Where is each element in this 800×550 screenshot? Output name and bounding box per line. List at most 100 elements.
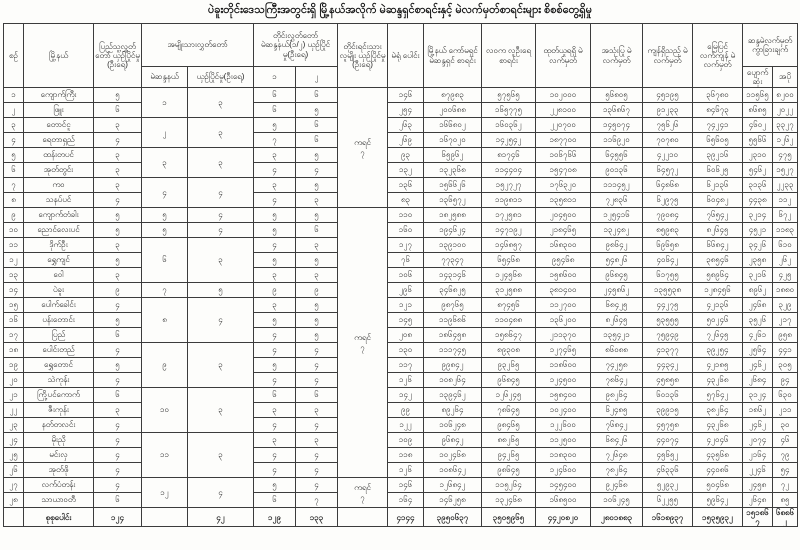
- cell-pyithu-compete: ၉: [93, 282, 142, 298]
- cell-ballots-on-ground: ၇၂၆၄၅: [692, 327, 743, 343]
- cell-commission-list: ၁၈၆၄၅၈: [423, 327, 482, 343]
- cell-ballots-received: ၁၂၄၅၀၀: [535, 372, 591, 388]
- cell-township: ရွှေတောင်: [23, 357, 94, 373]
- cell-diff-missing: ၄၄၃၈: [742, 192, 773, 208]
- cell-ballots-used: ၁၀၆၂၄၅: [590, 492, 643, 508]
- cell-immigration-list: ၁၅၈၆၄၇: [481, 327, 536, 343]
- cell-immigration-list: ၁၆၀၃၆၂: [481, 117, 536, 133]
- cell-ballots-on-ground: ၄၂၁၃၆: [692, 297, 743, 313]
- cell-immigration-list: ၉၃၂၆၅: [481, 357, 536, 373]
- cell-ballots-received: ၁၀၂၀၀၀: [535, 87, 591, 103]
- cell-diff-missing: ၂၄၆၂: [742, 357, 773, 373]
- cell-diff-missing: ၂၅၆၄: [742, 342, 773, 358]
- cell-region-2: ၅: [295, 102, 338, 118]
- cell-township: ထန်းတပင်: [23, 147, 94, 163]
- cell-amyotha-constituency: ၂: [141, 117, 188, 148]
- cell-polling-stations: ၁၀၉: [387, 432, 424, 448]
- cell-immigration-list: ၁၁၄၄၀၄: [481, 162, 536, 178]
- cell-ballots-remaining: ၄၅၁၉၅: [642, 87, 693, 103]
- cell-polling-stations: ၁၁၀: [387, 207, 424, 223]
- cell-region-1: ၃: [253, 147, 296, 163]
- cell-ballots-on-ground: ၃၈၅၄၆: [692, 252, 743, 268]
- cell-serial: ၂၃: [3, 417, 24, 433]
- cell-ballots-remaining: ၆၀၁၃၆: [642, 387, 693, 403]
- cell-commission-list: ၁၄၆၂၅၈: [423, 492, 482, 508]
- total-region-1: ၁၂၉: [253, 506, 296, 528]
- cell-immigration-list: ၁၄၆၈၅၇: [481, 237, 536, 253]
- cell-serial: ၂၂: [3, 402, 24, 418]
- cell-region-2: ၅: [295, 147, 338, 163]
- cell-ballots-received: ၁၂၂၆၀၀: [535, 417, 591, 433]
- col-header-pyithu: ပြည်သူ့လွှတ်တော် ယှဉ်ပြိုင်မှု (ဦးရေ): [93, 23, 142, 88]
- cell-region-2: ၅: [295, 297, 338, 313]
- col-header-region-1: ၁: [253, 66, 296, 88]
- cell-amyotha-constituency: ၈: [141, 297, 188, 343]
- cell-diff-missing: ၂၄၆၈: [742, 297, 773, 313]
- cell-ballots-received: ၂၁၈၄၆၅: [535, 222, 591, 238]
- cell-region-1: ၄: [253, 447, 296, 463]
- cell-diff-extra: ၂၆၂: [771, 252, 799, 268]
- cell-township: ပေါင်းတည်: [23, 342, 94, 358]
- table-row: ၄ရေတာရှည်၄ ၇၆ ၂၆၉ ၁၆၇၀၂၀ ၁၄၂၅၄၂ ၁၈၇၇၀၀ ၁၁၆၉၂၀၇…: [3, 132, 799, 148]
- cell-pyithu-compete: ၃: [93, 402, 142, 418]
- cell-ballots-received: ၁၃၅၈၁၁: [535, 192, 591, 208]
- table-row: ၂၄ မိုးညို၄၁၁၃၃၃၁၀၉ ၉၆၈၄၂ ၈၈၂၆၅ ၁၁၂၅၀၀ ၆၈၄၂၆၄…: [3, 432, 799, 478]
- cell-commission-list: ၁၆၇၀၂၀: [423, 132, 482, 148]
- cell-township: ဝေါ: [23, 267, 94, 283]
- cell-region-2: ၉: [295, 282, 338, 298]
- cell-diff-extra: ၅၄: [771, 462, 799, 478]
- cell-serial: ၁၅: [3, 297, 24, 313]
- table-row: ၁၆ ပန်းတောင်း၅၅၅၁၄၅ ၁၁၉၆၈၆ ၁၁၀၄၈၈ ၁၃၆၂၀၀ ၈၂၆၄…: [3, 312, 799, 328]
- cell-commission-list: ၁၃၆၅၇၂: [423, 192, 482, 208]
- cell-serial: ၁၈: [3, 342, 24, 358]
- cell-pyithu-compete: ၄: [93, 372, 142, 388]
- total-ballots-received: ၄၄၂၀၈၂၀: [535, 506, 591, 528]
- cell-region-1: ၆: [253, 102, 296, 118]
- cell-region-2: ၄: [295, 477, 338, 493]
- cell-diff-extra: ၈၅: [771, 492, 799, 508]
- cell-ballots-remaining: ၆၁၇၅၅: [642, 267, 693, 283]
- cell-ballots-remaining: ၉၁၂၃၃: [642, 102, 693, 118]
- cell-ballots-remaining: ၆၂၂၅၅: [642, 492, 693, 508]
- cell-ethnic-compete: ကရင်၇: [337, 477, 388, 508]
- cell-ballots-received: ၁၂၄၆၀၀: [535, 462, 591, 478]
- table-row: ၂ဖြူး၆၆၅၂၅၄ ၂၀၀၆၈၈ ၁၆၅၇၇၅ ၂၂၈၁၀၀ ၁၃၆၈၆၇ ၉၁၂၃၃…: [3, 102, 799, 118]
- cell-immigration-list: ၈၉၃၀၈: [481, 342, 536, 358]
- cell-diff-missing: ၂၆၈၄: [742, 372, 773, 388]
- cell-ballots-used: ၂၄၅၈၆၂: [590, 282, 643, 298]
- cell-ballots-on-ground: ၅၀၂၄၆: [692, 312, 743, 328]
- table-body: ၁ကျောက်ကြီး၅၁၃၆၆ကရင်၇၁၄၆ ၈၇၉၈၃ ၅၇၅၆၅ ၁၀၂၀၀၀…: [3, 87, 799, 528]
- cell-polling-stations: ၁၆၀: [387, 222, 424, 238]
- cell-serial: ၁၇: [3, 327, 24, 343]
- table-row: ၁၂ ရွှေကျင်၅၅၅၇၆ ၇၇၃၄၇ ၆၅၄၆၈ ၉၅၄၆၈ ၅၄၈၂၆ ၄၀၆၄၂…: [3, 252, 799, 268]
- cell-immigration-list: ၁၅၂၇၂၇: [481, 177, 536, 193]
- cell-diff-extra: ၃၃၂၇: [771, 117, 799, 133]
- voter-ballot-table: စဉ် မြို့နယ် ပြည်သူ့လွှတ်တော် ယှဉ်ပြိုင်…: [3, 23, 799, 528]
- cell-region-2: ၃: [295, 267, 338, 283]
- cell-serial: ၁၆: [3, 312, 24, 328]
- cell-pyithu-compete: ၄: [93, 132, 142, 148]
- cell-ballots-received: ၂၁၁၃၇၀: [535, 327, 591, 343]
- cell-ballots-used: ၉၀၁၃၆: [590, 162, 643, 178]
- cell-amyotha-compete: ၃: [187, 147, 254, 178]
- cell-ballots-on-ground: ၁၂၈၄၅၆: [692, 282, 743, 298]
- table-row: ၁၇ ပြည်၆ ၄၅ ၂၀၈ ၁၈၆၄၅၈ ၁၅၈၆၄၇ ၂၁၁၃၇၀ ၁၃၅၄၂၁ ၇၅၉၄…: [3, 327, 799, 343]
- cell-diff-extra: ၃၀: [771, 417, 799, 433]
- cell-ballots-remaining: ၃၉၉၁၅: [642, 402, 693, 418]
- cell-amyotha-constituency: ၁၁: [141, 432, 188, 478]
- cell-immigration-list: ၉၈၄၆၅: [481, 417, 536, 433]
- cell-ballots-used: ၆၂၄၈၅: [590, 402, 643, 418]
- cell-immigration-list: ၈၈၂၆၅: [481, 432, 536, 448]
- cell-commission-list: ၁၉၄၆၂၄: [423, 222, 482, 238]
- cell-township: ကဝ: [23, 177, 94, 193]
- cell-ballots-received: ၁၁၈၃၀၀: [535, 447, 591, 463]
- cell-pyithu-compete: ၆: [93, 102, 142, 118]
- cell-ballots-remaining: ၆၄၈၆၈: [642, 177, 693, 193]
- col-header-ethnic: တိုင်းရင်းသား လူမျိုး ယှဉ်ပြိုင်မှု (ဦးရ…: [337, 23, 388, 88]
- cell-pyithu-compete: ၄: [93, 447, 142, 463]
- col-header-amyotha-constituency: မဲဆန္ဒနယ်: [141, 66, 188, 88]
- cell-region-1: ၄: [253, 237, 296, 253]
- cell-serial: ၉: [3, 207, 24, 223]
- cell-pyithu-compete: ၄: [93, 477, 142, 493]
- cell-amyotha-compete: ၄: [187, 222, 254, 238]
